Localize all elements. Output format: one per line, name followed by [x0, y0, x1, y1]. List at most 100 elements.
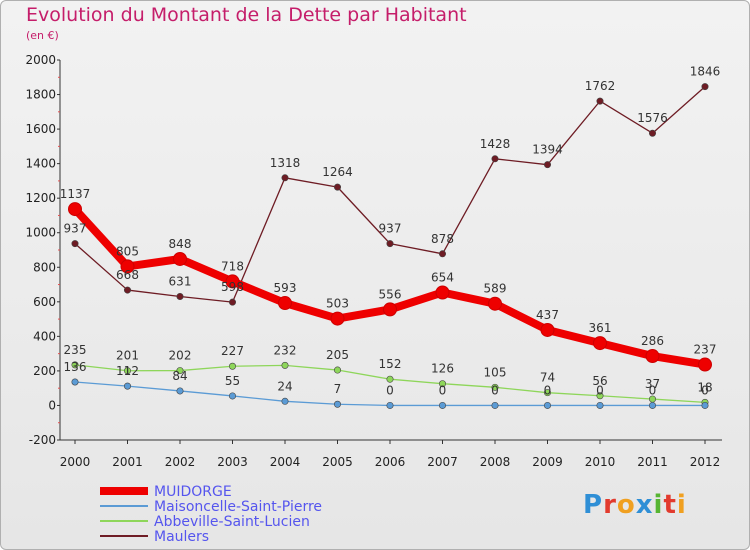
x-tick-label: 2002 — [165, 455, 196, 469]
data-label: 84 — [172, 369, 187, 383]
legend-label: Maulers — [154, 529, 209, 545]
data-point — [281, 397, 289, 405]
data-point — [71, 240, 79, 248]
data-label: 598 — [221, 280, 244, 294]
data-point — [176, 367, 184, 375]
data-point — [281, 361, 289, 369]
data-label: 937 — [64, 222, 87, 236]
data-point — [698, 357, 712, 372]
data-label: 232 — [274, 343, 297, 357]
data-label: 112 — [116, 364, 139, 378]
data-label: 0 — [649, 383, 657, 397]
data-point — [491, 383, 499, 391]
data-label: 1846 — [690, 65, 721, 79]
data-point — [543, 161, 551, 169]
data-label: 55 — [225, 374, 240, 388]
data-point — [488, 296, 502, 311]
x-tick-label: 2007 — [427, 455, 458, 469]
data-label: 593 — [274, 281, 297, 295]
data-point — [593, 336, 607, 351]
data-point — [543, 389, 551, 397]
data-label: 437 — [536, 308, 559, 322]
data-point — [124, 286, 132, 294]
series-line-maulers — [74, 85, 706, 303]
data-label: 878 — [431, 232, 454, 246]
data-point — [229, 362, 237, 370]
data-point — [645, 349, 660, 364]
x-tick-label: 2012 — [690, 455, 721, 469]
data-point — [435, 285, 450, 300]
data-point — [701, 83, 709, 91]
data-point — [438, 380, 446, 388]
data-label: 848 — [169, 237, 192, 251]
data-label: 227 — [221, 344, 244, 358]
x-tick-label: 2006 — [375, 455, 406, 469]
x-tick-label: 2004 — [270, 455, 301, 469]
data-label: 202 — [169, 349, 192, 363]
data-label: 668 — [116, 268, 139, 282]
data-point — [543, 401, 551, 409]
data-point — [278, 296, 292, 311]
y-tick-label: 2000 — [25, 53, 56, 67]
data-label: 654 — [431, 270, 454, 284]
data-point — [438, 401, 446, 409]
data-label: 56 — [592, 374, 607, 388]
y-tick-label: 1000 — [25, 226, 56, 240]
data-point — [648, 129, 656, 137]
x-tick-label: 2008 — [480, 455, 511, 469]
data-label: 201 — [116, 349, 139, 363]
data-point — [386, 240, 394, 248]
data-point — [333, 400, 341, 408]
x-tick-label: 2003 — [217, 455, 248, 469]
data-label: 105 — [484, 365, 507, 379]
chart-title: Evolution du Montant de la Dette par Hab… — [26, 4, 467, 26]
proxiti-logo: Proxiti — [583, 490, 687, 520]
data-point — [383, 302, 397, 317]
data-label: 74 — [540, 371, 555, 385]
data-label: 1264 — [322, 165, 353, 179]
y-tick-label: 1800 — [25, 88, 56, 102]
data-point — [491, 401, 499, 409]
legend-label: Abbeville-Saint-Lucien — [154, 514, 310, 530]
data-point — [124, 382, 132, 390]
x-tick-label: 2011 — [637, 455, 668, 469]
data-label: 0 — [491, 383, 499, 397]
data-label: 1762 — [585, 79, 616, 93]
data-label: 631 — [169, 274, 192, 288]
data-label: 0 — [544, 383, 552, 397]
data-point — [176, 292, 184, 300]
data-label: 286 — [641, 334, 664, 348]
data-label: 205 — [326, 348, 349, 362]
data-label: 0 — [439, 383, 447, 397]
data-point — [648, 401, 656, 409]
x-tick-label: 2001 — [112, 455, 143, 469]
data-point — [386, 375, 394, 383]
data-point — [68, 202, 82, 217]
data-point — [229, 298, 237, 306]
data-point — [596, 392, 604, 400]
data-point — [71, 378, 79, 386]
data-label: 1318 — [270, 156, 301, 170]
data-label: 0 — [386, 383, 394, 397]
data-label: 1394 — [532, 143, 563, 157]
data-point — [333, 366, 341, 374]
data-point — [330, 311, 345, 326]
legend-label: MUIDORGE — [154, 484, 232, 500]
x-tick-label: 2005 — [322, 455, 353, 469]
x-tick-label: 2009 — [532, 455, 563, 469]
y-tick-label: 0 — [48, 398, 56, 412]
data-label: 0 — [701, 383, 709, 397]
data-label: 503 — [326, 297, 349, 311]
data-label: 126 — [431, 362, 454, 376]
legend-label: Maisoncelle-Saint-Pierre — [154, 499, 322, 515]
data-point — [333, 183, 341, 191]
data-label: 556 — [379, 287, 402, 301]
x-tick-label: 2000 — [60, 455, 91, 469]
data-label: 152 — [379, 357, 402, 371]
data-label: 1576 — [637, 111, 668, 125]
data-label: 24 — [277, 379, 292, 393]
data-label: 18 — [697, 380, 712, 394]
data-label: 235 — [64, 343, 87, 357]
